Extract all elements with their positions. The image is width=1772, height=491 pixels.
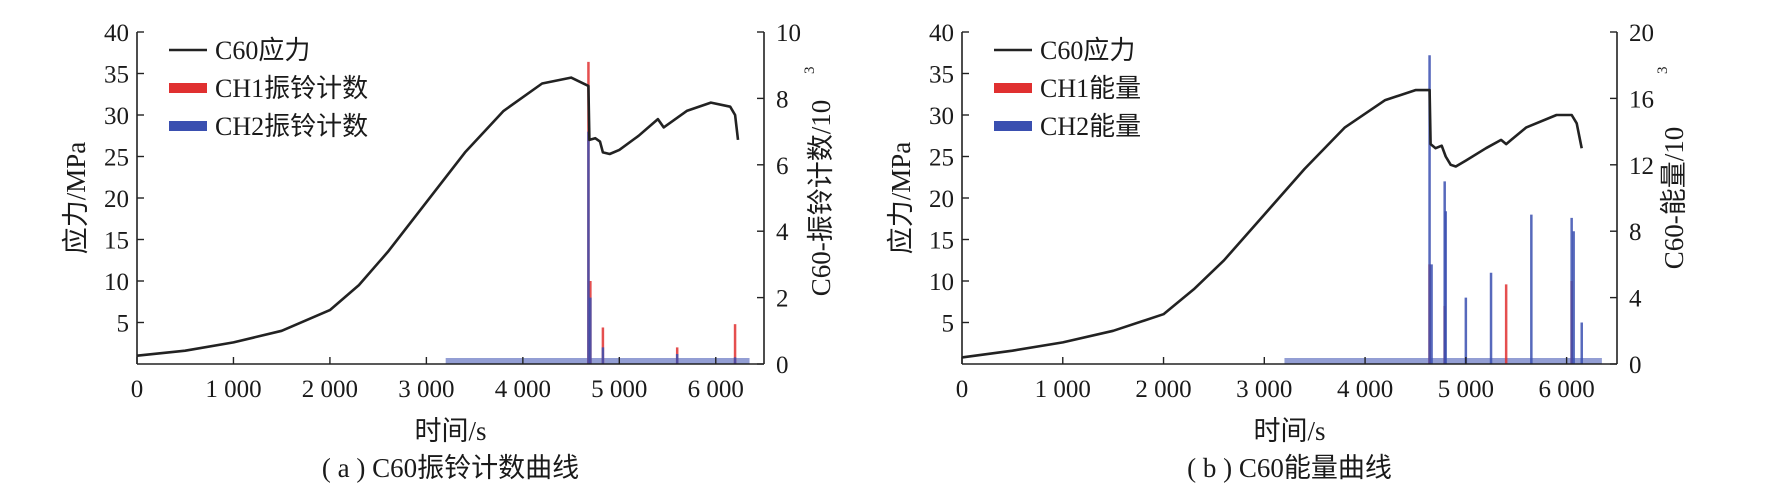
y-tick-label: 40 — [104, 20, 129, 47]
figure-caption: ( a ) C60振铃计数曲线 — [322, 453, 579, 483]
x-tick-label: 4 000 — [1337, 376, 1393, 403]
figure-caption: ( b ) C60能量曲线 — [1187, 453, 1392, 483]
y2-axis-label: C60-能量/10 — [1659, 127, 1689, 270]
legend-swatch — [169, 83, 207, 93]
x-tick-label: 4 000 — [495, 376, 551, 403]
chart-panel-b: 0 1 000 2 000 3 000 4 000 5 000 6 000 5 10 15 20 25… — [886, 20, 1689, 483]
y-tick-label: 5 — [117, 311, 130, 338]
legend-swatch — [994, 83, 1032, 93]
y2-tick-label: 4 — [776, 219, 789, 246]
x-tick-label: 3 000 — [1236, 376, 1292, 403]
y-tick-label: 40 — [929, 20, 954, 47]
y2-tick-label: 8 — [776, 86, 789, 113]
legend-label: CH1能量 — [1040, 74, 1141, 103]
x-tick-label: 2 000 — [302, 376, 358, 403]
y-axis-label: 应力/MPa — [61, 142, 91, 255]
y2-tick-label: 10 — [776, 20, 801, 47]
y2-tick-label: 2 — [776, 286, 789, 313]
stress-line — [961, 88, 1583, 359]
y2-tick-label: 12 — [1629, 153, 1654, 180]
x-tick-label: 6 000 — [1538, 376, 1594, 403]
y2-tick-label: 8 — [1629, 219, 1642, 246]
ae-baseline-band — [1284, 358, 1602, 364]
y2-tick-label: 6 — [776, 153, 789, 180]
x-tick-label: 0 — [956, 376, 969, 403]
x-tick-label: 5 000 — [591, 376, 647, 403]
y-tick-label: 5 — [942, 311, 955, 338]
x-tick-label: 3 000 — [398, 376, 454, 403]
y-axis-label: 应力/MPa — [886, 142, 916, 255]
stress-line — [136, 76, 740, 357]
legend-swatch — [994, 121, 1032, 131]
x-tick-label: 2 000 — [1135, 376, 1191, 403]
x-tick-label: 1 000 — [1035, 376, 1091, 403]
y-tick-label: 20 — [104, 186, 129, 213]
legend-swatch — [169, 121, 207, 131]
y-tick-label: 20 — [929, 186, 954, 213]
x-axis-label: 时间/s — [414, 416, 486, 446]
y-tick-label: 30 — [929, 103, 954, 130]
y-tick-label: 10 — [104, 269, 129, 296]
y2-axis-label-group: C60-振铃计数/10 3 — [802, 67, 836, 297]
y2-tick-label: 0 — [776, 352, 789, 379]
y2-tick-label: 16 — [1629, 86, 1654, 113]
legend-label: C60应力 — [215, 36, 310, 65]
y2-axis-label: C60-振铃计数/10 — [806, 100, 836, 297]
y2-tick-label: 4 — [1629, 286, 1642, 313]
x-tick-label: 1 000 — [205, 376, 261, 403]
legend-label: CH2能量 — [1040, 112, 1141, 141]
y-tick-label: 15 — [104, 228, 129, 255]
legend-label: CH1振铃计数 — [215, 74, 368, 103]
y2-axis-label-exponent: 3 — [802, 67, 818, 75]
y-tick-label: 25 — [104, 145, 129, 172]
y2-axis-label-exponent: 3 — [1655, 67, 1671, 75]
x-tick-label: 5 000 — [1438, 376, 1494, 403]
y2-tick-label: 20 — [1629, 20, 1654, 47]
legend-label: CH2振铃计数 — [215, 112, 368, 141]
y-tick-label: 35 — [104, 62, 129, 89]
y2-axis-label-group: C60-能量/10 3 — [1655, 67, 1689, 270]
ae-baseline-band — [445, 358, 750, 364]
legend-label: C60应力 — [1040, 36, 1135, 65]
y-tick-label: 10 — [929, 269, 954, 296]
x-axis-label: 时间/s — [1253, 416, 1325, 446]
y-tick-label: 15 — [929, 228, 954, 255]
x-tick-label: 6 000 — [688, 376, 744, 403]
y2-tick-label: 0 — [1629, 352, 1642, 379]
y-tick-label: 35 — [929, 62, 954, 89]
x-tick-label: 0 — [131, 376, 144, 403]
y-tick-label: 25 — [929, 145, 954, 172]
y-tick-label: 30 — [104, 103, 129, 130]
